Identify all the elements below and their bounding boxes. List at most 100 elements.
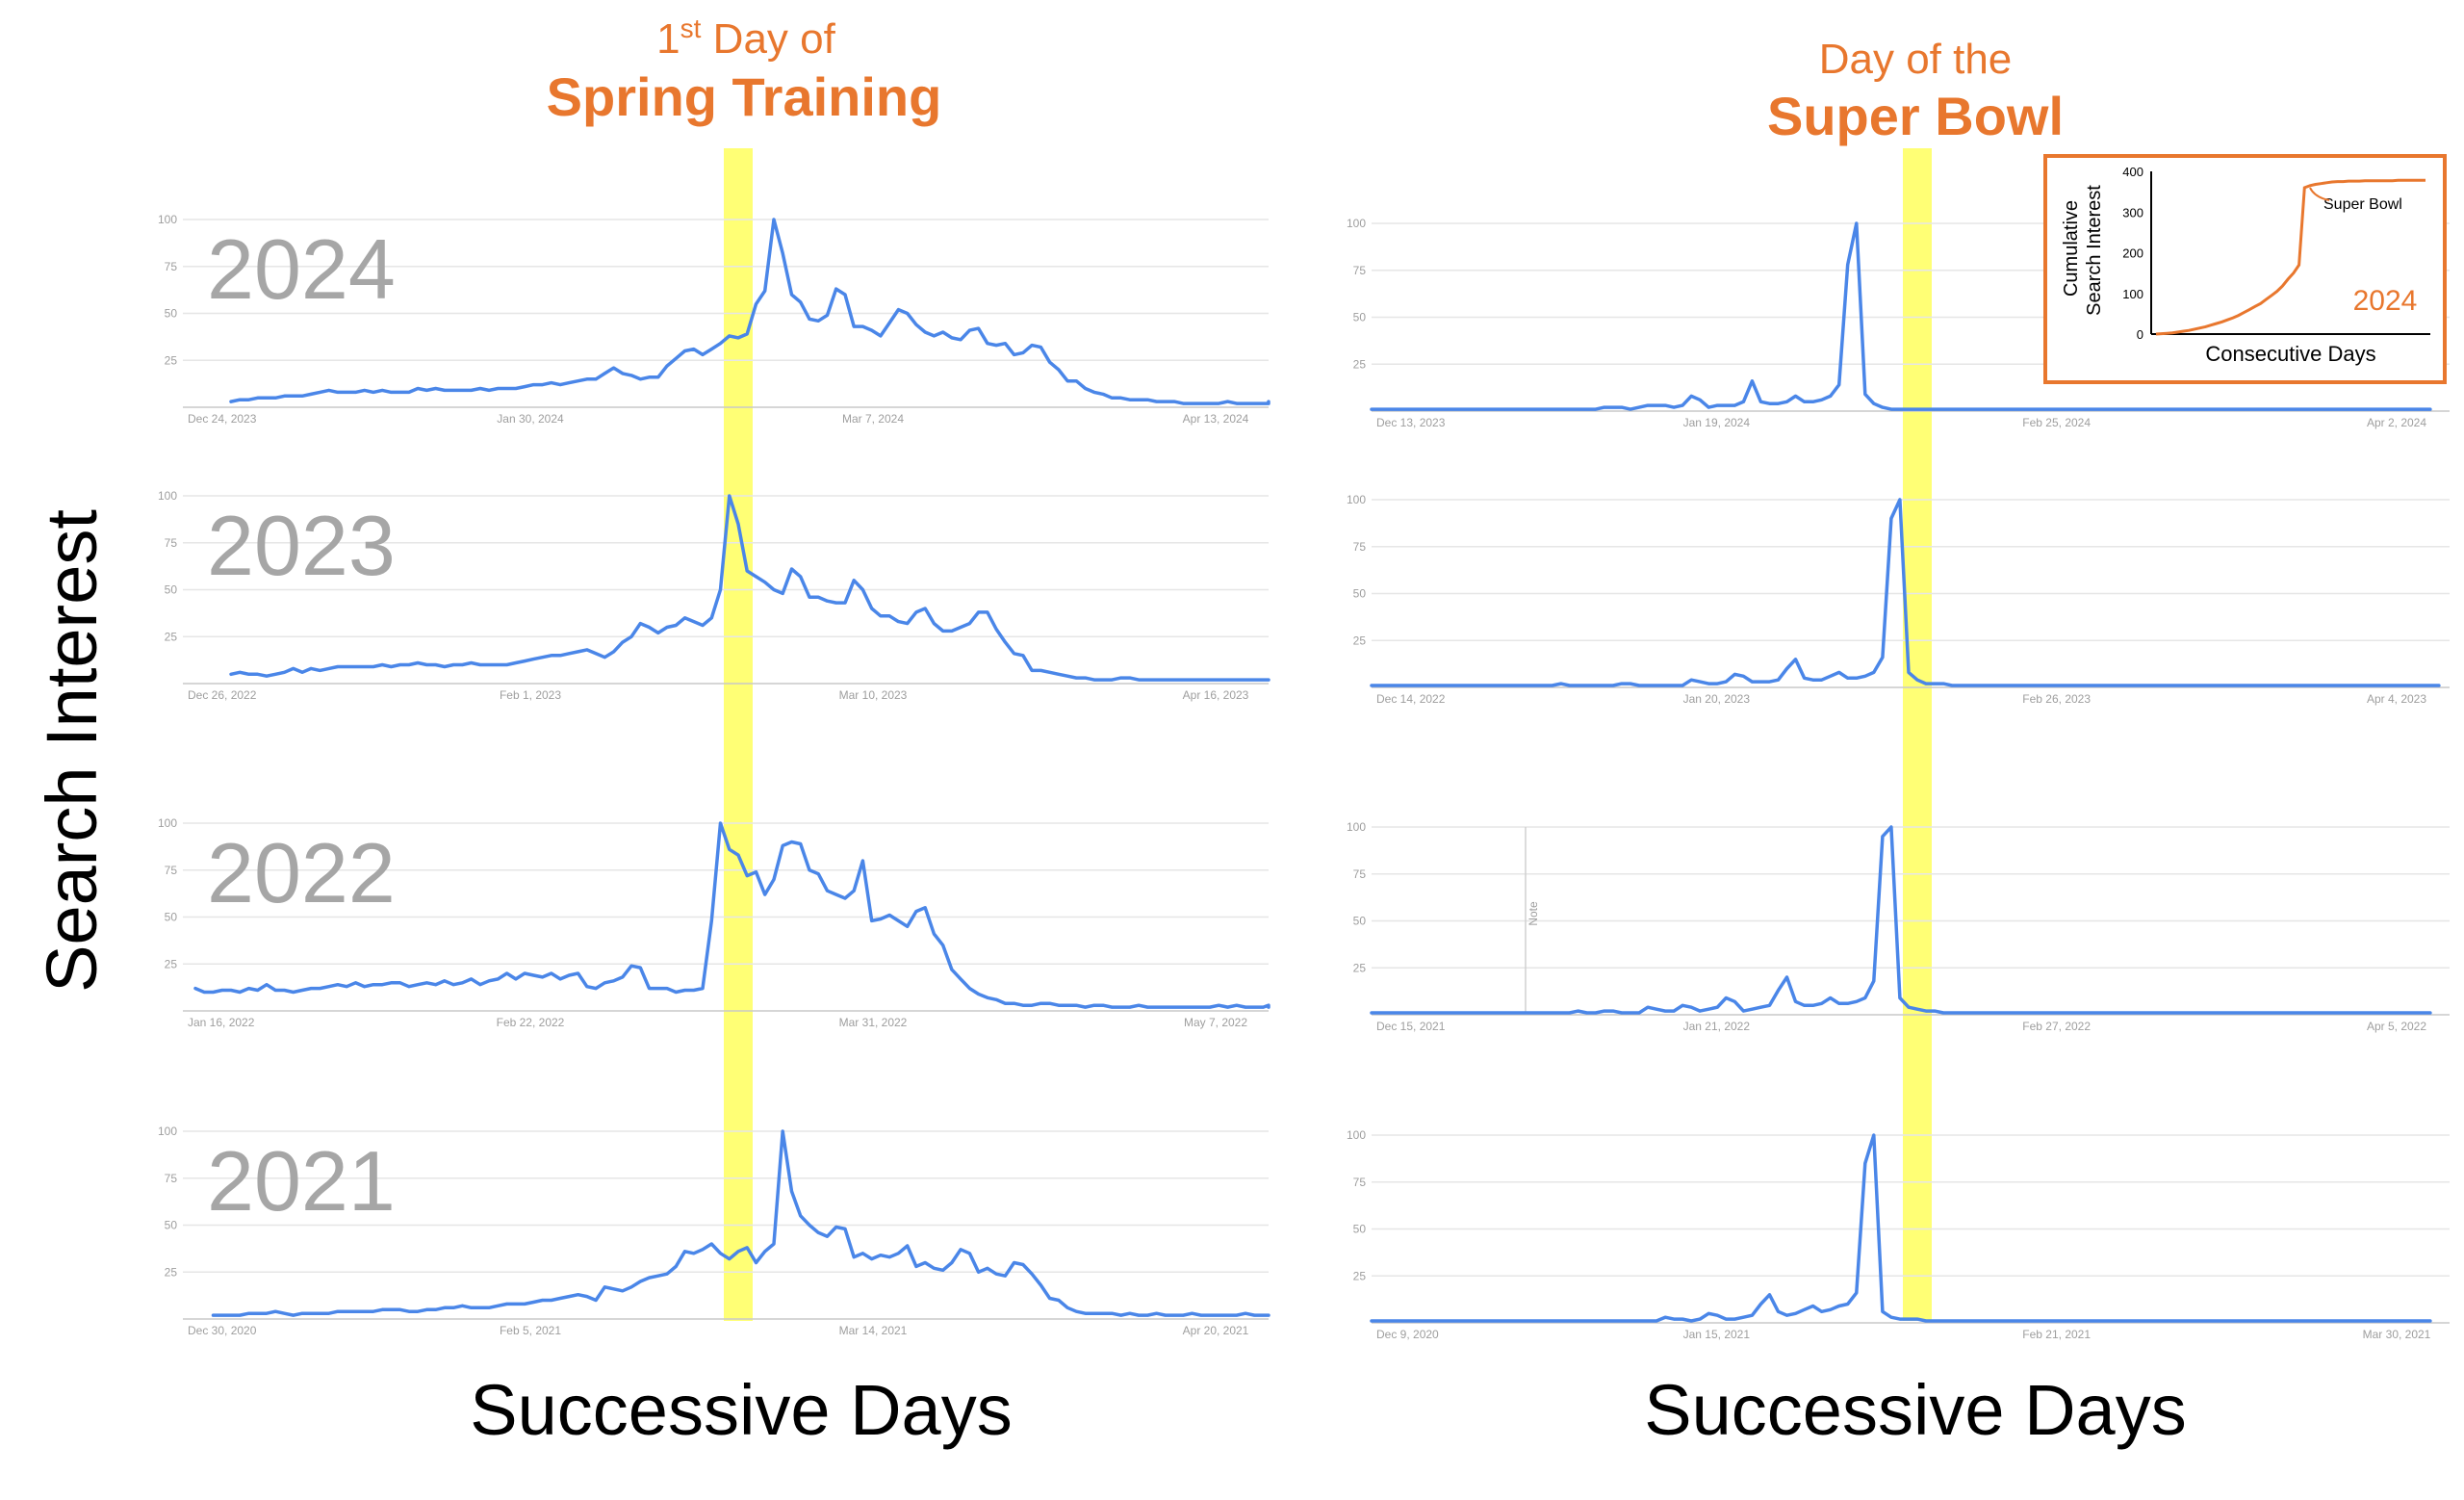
x-tick-label: Jan 30, 2024 — [497, 412, 564, 426]
inset-plot: 400 300 200 100 0 — [2122, 165, 2430, 342]
chart-panel-right-2023: 100 75 50 25 Dec 14, 2022 Jan 20, 2023 Feb 26,… — [1347, 493, 2450, 706]
x-tick-label: Jan 16, 2022 — [188, 1016, 255, 1029]
y-tick-label: 50 — [165, 911, 178, 924]
x-tick-label: Feb 25, 2024 — [2022, 416, 2091, 429]
y-tick-label: 25 — [165, 630, 178, 643]
x-axis-label-right: Successive Days — [1644, 1370, 2186, 1450]
x-tick-label: Feb 5, 2021 — [500, 1324, 561, 1337]
series-line-left-2021 — [211, 1129, 1270, 1317]
series-line-right-2024 — [1370, 221, 2432, 411]
y-tick-label: 25 — [1353, 634, 1367, 647]
y-tick-label: 75 — [1353, 867, 1367, 881]
chart-panel-right-2021: 100 75 50 25 Dec 9, 2020 Jan 15, 2021 Feb 21, … — [1347, 1128, 2450, 1341]
y-tick-label: 25 — [165, 1265, 178, 1279]
super-bowl-highlight — [1903, 148, 1932, 1321]
y-tick-label: 75 — [1353, 1176, 1367, 1189]
y-tick-label: 75 — [165, 536, 178, 550]
x-tick-label: Dec 9, 2020 — [1376, 1328, 1439, 1341]
series-line-left-2022 — [193, 821, 1270, 1009]
inset-ylabel-line1: Cumulative — [2061, 200, 2082, 297]
x-tick-label: Jan 20, 2023 — [1683, 692, 1751, 706]
x-tick-label: Feb 26, 2023 — [2022, 692, 2091, 706]
y-tick-label: 25 — [165, 957, 178, 970]
left-title-ordinal: 1 — [656, 15, 680, 63]
x-tick-label: Apr 20, 2021 — [1183, 1324, 1249, 1337]
left-title-line1: 1st Day of — [656, 13, 835, 63]
x-tick-label: Dec 30, 2020 — [188, 1324, 257, 1337]
y-axis-label: Search Interest — [32, 509, 112, 993]
chart-panel-right-2024: 100 75 50 25 Dec 13, 2023 Jan 19, 2024 Feb 25,… — [1347, 217, 2450, 429]
y-tick-label: 50 — [1353, 587, 1367, 601]
x-tick-label: Feb 22, 2022 — [497, 1016, 565, 1029]
chart-panel-left-2023: 100 75 50 25 Dec 26, 2022 Feb 1, 2023 Mar 10, … — [158, 489, 1270, 702]
x-tick-label: Apr 2, 2024 — [2367, 416, 2426, 429]
y-tick-label: 100 — [158, 213, 177, 226]
y-tick-label: 50 — [1353, 311, 1367, 324]
left-title-rest: Day of — [701, 15, 835, 63]
x-tick-label: Dec 26, 2022 — [188, 688, 257, 702]
left-title-line2: Spring Training — [547, 66, 942, 127]
x-tick-label: Apr 5, 2022 — [2367, 1020, 2426, 1033]
inset-frame — [2043, 154, 2447, 384]
x-tick-label: Dec 13, 2023 — [1376, 416, 1446, 429]
y-tick-label: 50 — [165, 307, 178, 321]
y-tick-label: 25 — [165, 353, 178, 367]
chart-panel-left-2024: 100 75 50 25 Dec 24, 2023 Jan 30, 2024 Mar 7, … — [158, 213, 1270, 426]
y-tick-label: 25 — [1353, 961, 1367, 974]
chart-panel-left-2021: 100 75 50 25 Dec 30, 2020 Feb 5, 2021 Mar 14, … — [158, 1125, 1270, 1337]
x-tick-label: Dec 24, 2023 — [188, 412, 257, 426]
y-tick-label: 100 — [1347, 820, 1366, 834]
x-tick-label: Feb 27, 2022 — [2022, 1020, 2091, 1033]
y-tick-label: 100 — [1347, 1128, 1366, 1142]
x-tick-label: Jan 21, 2022 — [1683, 1020, 1751, 1033]
x-tick-label: May 7, 2022 — [1184, 1016, 1247, 1029]
right-title-line1: Day of the — [1819, 36, 2013, 83]
year-label-2022: 2022 — [207, 825, 396, 920]
x-tick-label: Mar 30, 2021 — [2363, 1328, 2431, 1341]
inset-xlabel: Consecutive Days — [2205, 342, 2375, 366]
y-tick-label: 50 — [165, 583, 178, 597]
series-line-right-2021 — [1370, 1133, 2432, 1323]
y-tick-label: 75 — [165, 1172, 178, 1185]
spring-training-highlight — [724, 148, 753, 1321]
left-title-superscript: st — [680, 13, 702, 43]
x-tick-label: Apr 4, 2023 — [2367, 692, 2426, 706]
inset-y-tick: 0 — [2137, 327, 2143, 342]
inset-annotation-leader — [2309, 187, 2330, 201]
x-tick-label: Mar 31, 2022 — [839, 1016, 908, 1029]
inset-y-tick: 200 — [2122, 246, 2143, 261]
y-tick-label: 25 — [1353, 1269, 1367, 1282]
y-tick-label: 75 — [165, 864, 178, 877]
x-tick-label: Apr 13, 2024 — [1183, 412, 1249, 426]
right-title-line2: Super Bowl — [1767, 86, 2064, 146]
x-tick-label: Jan 19, 2024 — [1683, 416, 1751, 429]
inset-annotation: Super Bowl — [2323, 196, 2402, 213]
x-axis-label-left: Successive Days — [470, 1370, 1012, 1450]
y-tick-label: 100 — [158, 1125, 177, 1138]
x-tick-label: Mar 10, 2023 — [839, 688, 908, 702]
y-tick-label: 50 — [1353, 915, 1367, 928]
x-tick-label: Dec 14, 2022 — [1376, 692, 1446, 706]
y-tick-label: 50 — [165, 1219, 178, 1232]
y-tick-label: 75 — [1353, 540, 1367, 554]
x-tick-label: Jan 15, 2021 — [1683, 1328, 1751, 1341]
inset-chart: Cumulative Search Interest Consecutive D… — [2043, 154, 2447, 384]
x-tick-label: Apr 16, 2023 — [1183, 688, 1249, 702]
x-tick-label: Mar 14, 2021 — [839, 1324, 908, 1337]
series-line-right-2022 — [1370, 825, 2432, 1015]
chart-panel-right-2022: 100 75 50 25 Dec 15, 2021 Jan 21, 2022 Feb 27,… — [1347, 820, 2450, 1033]
year-label-2021: 2021 — [207, 1133, 396, 1228]
inset-ylabel-line2: Search Interest — [2084, 185, 2105, 316]
series-line-left-2024 — [229, 218, 1270, 405]
y-tick-label: 25 — [1353, 357, 1367, 371]
panels: 100 75 50 25 Dec 24, 2023 Jan 30, 2024 Mar 7, … — [158, 213, 2450, 1341]
x-tick-label: Feb 21, 2021 — [2022, 1328, 2091, 1341]
series-line-left-2023 — [229, 494, 1270, 682]
y-tick-label: 75 — [165, 260, 178, 273]
y-tick-label: 100 — [1347, 493, 1366, 506]
inset-y-tick: 400 — [2122, 165, 2143, 179]
inset-y-tick: 100 — [2122, 287, 2143, 301]
inset-year-label: 2024 — [2353, 285, 2418, 317]
